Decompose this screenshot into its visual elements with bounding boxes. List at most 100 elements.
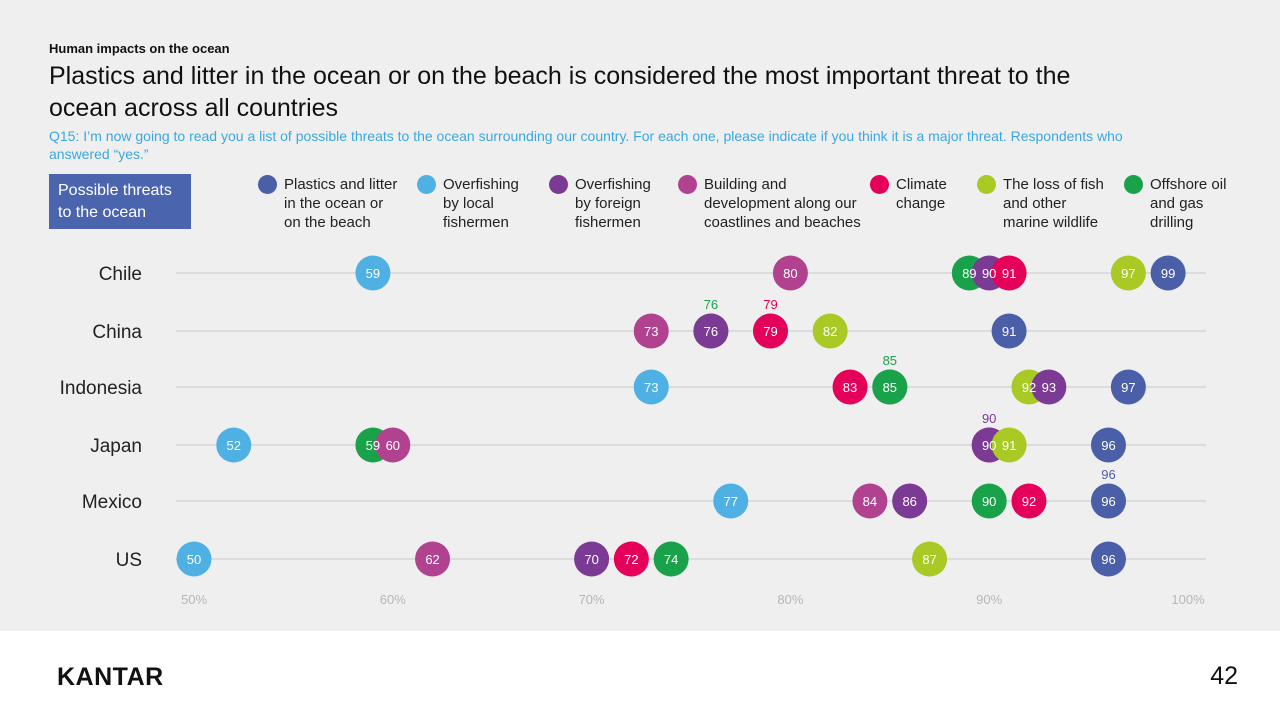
data-label: 89 — [962, 266, 976, 281]
data-label: 52 — [227, 438, 241, 453]
x-tick-label: 80% — [777, 592, 803, 607]
data-point — [991, 427, 1027, 463]
data-label: 92 — [1022, 494, 1036, 509]
legend-item: Overfishing by local fishermen — [417, 175, 519, 232]
country-label: Indonesia — [60, 378, 143, 399]
data-point — [653, 541, 689, 577]
data-label: 86 — [902, 494, 916, 509]
data-label: 85 — [883, 380, 897, 395]
legend-item: Overfishing by foreign fishermen — [549, 175, 651, 232]
data-label: 59 — [366, 438, 380, 453]
data-label: 84 — [863, 494, 877, 509]
question-subtitle: Q15: I’m now going to read you a list of… — [49, 128, 1123, 162]
legend-label-line: drilling — [1150, 214, 1194, 231]
data-point — [1110, 369, 1146, 405]
legend-label-line: marine wildlife — [1003, 214, 1099, 231]
data-point — [991, 313, 1027, 349]
data-point — [693, 313, 729, 349]
data-label: 62 — [425, 552, 439, 567]
data-label: 97 — [1121, 266, 1135, 281]
legend-label-line: Building and — [704, 176, 787, 193]
annotation-label: 76 — [704, 297, 718, 312]
data-point — [633, 369, 669, 405]
legend-item: Plastics and litter in the ocean or on the… — [258, 175, 398, 232]
data-label: 80 — [783, 266, 797, 281]
x-tick-label: 70% — [579, 592, 605, 607]
data-point — [1110, 255, 1146, 291]
legend-label-line: Overfishing — [575, 176, 651, 193]
data-label: 74 — [664, 552, 678, 567]
data-label: 70 — [584, 552, 598, 567]
legend-circle-icon — [870, 175, 889, 194]
legend-label-line: by local — [443, 195, 494, 212]
data-label: 83 — [843, 380, 857, 395]
data-label: 59 — [366, 266, 380, 281]
data-label: 92 — [1022, 380, 1036, 395]
x-tick-label: 50% — [181, 592, 207, 607]
data-point — [713, 483, 749, 519]
legend-label-line: and gas — [1150, 195, 1204, 212]
legend-circle-icon — [1124, 175, 1143, 194]
legend-label-line: development along our — [704, 195, 857, 212]
page-number: 42 — [1210, 662, 1238, 690]
annotation-label: 85 — [883, 353, 897, 368]
legend-label-line: fishermen — [575, 214, 641, 231]
data-point — [216, 427, 252, 463]
data-point — [832, 369, 868, 405]
legend-label-line: on the beach — [284, 214, 371, 231]
legend-label-line: change — [896, 195, 946, 212]
data-label: 60 — [386, 438, 400, 453]
data-label: 76 — [704, 324, 718, 339]
data-point — [971, 483, 1007, 519]
data-point — [176, 541, 212, 577]
data-label: 97 — [1121, 380, 1135, 395]
data-label: 99 — [1161, 266, 1175, 281]
data-point — [355, 255, 391, 291]
annotation-label: 79 — [763, 297, 777, 312]
data-point — [1150, 255, 1186, 291]
possible-threats-label: Possible threats to the ocean — [49, 174, 191, 229]
data-label: 77 — [724, 494, 738, 509]
legend-label-line: in the ocean or — [284, 195, 384, 212]
data-point — [772, 255, 808, 291]
data-point — [1011, 483, 1047, 519]
legend-item: Offshore oil and gas drilling — [1124, 175, 1226, 232]
data-label: 82 — [823, 324, 837, 339]
legend-label-line: Overfishing — [443, 176, 519, 193]
data-label: 96 — [1101, 552, 1115, 567]
legend-label-line: Climate — [896, 176, 947, 193]
legend-label-line: Plastics and litter — [284, 176, 398, 193]
x-tick-label: 60% — [380, 592, 406, 607]
legend-circle-icon — [977, 175, 996, 194]
data-label: 91 — [1002, 266, 1016, 281]
data-label: 90 — [982, 266, 996, 281]
annotation-label: 96 — [1101, 467, 1115, 482]
data-label: 96 — [1101, 438, 1115, 453]
kantar-logo: KANTAR — [57, 663, 164, 691]
data-point — [812, 313, 848, 349]
data-point — [991, 255, 1027, 291]
country-label: US — [116, 550, 142, 571]
legend-label-line: and other — [1003, 195, 1067, 212]
data-point — [872, 369, 908, 405]
country-label: Chile — [99, 264, 142, 285]
annotation-label: 90 — [982, 411, 996, 426]
data-point — [1090, 483, 1126, 519]
data-point — [415, 541, 451, 577]
data-point — [375, 427, 411, 463]
slide-background — [0, 0, 1280, 631]
x-tick-label: 90% — [976, 592, 1002, 607]
legend-circle-icon — [417, 175, 436, 194]
data-point — [852, 483, 888, 519]
data-point — [574, 541, 610, 577]
data-point — [753, 313, 789, 349]
data-point — [912, 541, 948, 577]
data-point — [613, 541, 649, 577]
eyebrow-label: Human impacts on the ocean — [49, 41, 230, 56]
legend-label-line: fishermen — [443, 214, 509, 231]
data-point — [633, 313, 669, 349]
data-label: 96 — [1101, 494, 1115, 509]
legend-label-line: The loss of fish — [1003, 176, 1104, 193]
data-label: 91 — [1002, 324, 1016, 339]
data-point — [1031, 369, 1067, 405]
